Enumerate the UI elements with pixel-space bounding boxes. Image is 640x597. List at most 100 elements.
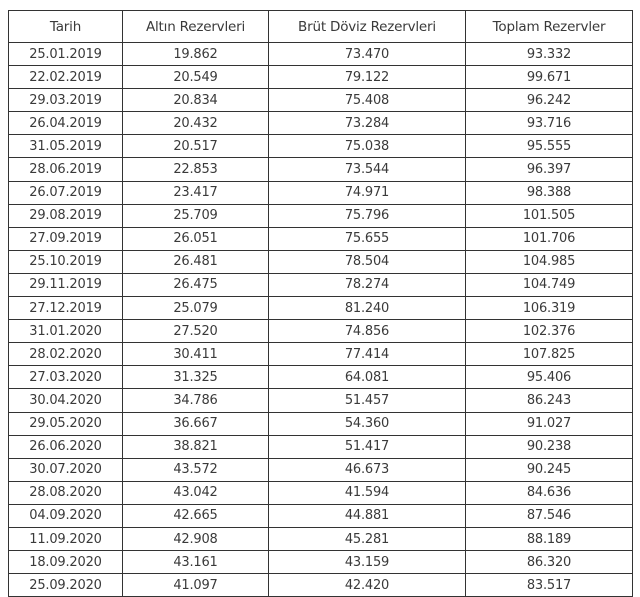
table-row: 26.04.2019 20.432 73.284 93.716 xyxy=(8,111,633,136)
cell-date: 28.08.2020 xyxy=(8,480,123,505)
table-row: 11.09.2020 42.908 45.281 88.189 xyxy=(8,526,633,552)
cell-gross-fx-reserves: 75.038 xyxy=(268,134,466,159)
cell-total-reserves: 101.706 xyxy=(465,226,633,251)
header-date: Tarih xyxy=(8,10,123,43)
cell-date: 18.09.2020 xyxy=(8,550,123,575)
table-row: 29.03.2019 20.834 75.408 96.242 xyxy=(8,88,633,113)
cell-gross-fx-reserves: 46.673 xyxy=(268,457,466,482)
cell-gold-reserves: 25.079 xyxy=(122,296,269,321)
cell-gross-fx-reserves: 81.240 xyxy=(268,296,466,321)
cell-total-reserves: 104.749 xyxy=(465,272,633,298)
cell-date: 26.07.2019 xyxy=(8,180,123,205)
cell-gross-fx-reserves: 73.544 xyxy=(268,157,466,182)
cell-gross-fx-reserves: 42.420 xyxy=(268,573,466,597)
cell-gross-fx-reserves: 73.470 xyxy=(268,41,466,67)
cell-gross-fx-reserves: 78.274 xyxy=(268,272,466,298)
table-row: 27.09.2019 26.051 75.655 101.706 xyxy=(8,226,633,251)
cell-gold-reserves: 27.520 xyxy=(122,319,269,344)
header-row: Tarih Altın Rezervleri Brüt Döviz Rezerv… xyxy=(8,10,633,43)
cell-total-reserves: 96.242 xyxy=(465,88,633,113)
cell-gross-fx-reserves: 44.881 xyxy=(268,503,466,528)
cell-gold-reserves: 43.161 xyxy=(122,550,269,575)
cell-gold-reserves: 43.042 xyxy=(122,480,269,505)
cell-date: 27.03.2020 xyxy=(8,365,123,390)
header-gross-fx-reserves: Brüt Döviz Rezervleri xyxy=(268,10,466,43)
cell-total-reserves: 84.636 xyxy=(465,480,633,505)
table-row: 28.06.2019 22.853 73.544 96.397 xyxy=(8,157,633,182)
table-row: 28.08.2020 43.042 41.594 84.636 xyxy=(8,480,633,505)
cell-date: 28.06.2019 xyxy=(8,157,123,182)
table-row: 25.10.2019 26.481 78.504 104.985 xyxy=(8,249,633,274)
cell-gross-fx-reserves: 75.655 xyxy=(268,226,466,251)
table-body: 25.01.2019 19.862 73.470 93.332 22.02.2019 20… xyxy=(8,41,633,597)
table-row: 30.07.2020 43.572 46.673 90.245 xyxy=(8,457,633,482)
header-total-reserves: Toplam Rezervler xyxy=(465,10,633,43)
cell-gold-reserves: 34.786 xyxy=(122,388,269,413)
cell-total-reserves: 83.517 xyxy=(465,573,633,597)
cell-date: 25.10.2019 xyxy=(8,249,123,274)
cell-date: 26.04.2019 xyxy=(8,111,123,136)
cell-gross-fx-reserves: 77.414 xyxy=(268,342,466,367)
table-row: 04.09.2020 42.665 44.881 87.546 xyxy=(8,503,633,528)
cell-gross-fx-reserves: 43.159 xyxy=(268,550,466,575)
cell-total-reserves: 101.505 xyxy=(465,203,633,228)
cell-gold-reserves: 42.665 xyxy=(122,503,269,528)
table-row: 29.05.2020 36.667 54.360 91.027 xyxy=(8,411,633,436)
table-row: 27.12.2019 25.079 81.240 106.319 xyxy=(8,296,633,321)
cell-gold-reserves: 42.908 xyxy=(122,526,269,552)
cell-gross-fx-reserves: 75.408 xyxy=(268,88,466,113)
cell-gross-fx-reserves: 51.417 xyxy=(268,434,466,459)
cell-gross-fx-reserves: 54.360 xyxy=(268,411,466,436)
table-row: 29.11.2019 26.475 78.274 104.749 xyxy=(8,272,633,298)
cell-date: 31.05.2019 xyxy=(8,134,123,159)
cell-gross-fx-reserves: 73.284 xyxy=(268,111,466,136)
table-row: 31.01.2020 27.520 74.856 102.376 xyxy=(8,319,633,344)
cell-gross-fx-reserves: 74.971 xyxy=(268,180,466,205)
cell-gold-reserves: 43.572 xyxy=(122,457,269,482)
cell-date: 25.01.2019 xyxy=(8,41,123,67)
table-row: 26.06.2020 38.821 51.417 90.238 xyxy=(8,434,633,459)
cell-date: 30.07.2020 xyxy=(8,457,123,482)
cell-date: 29.11.2019 xyxy=(8,272,123,298)
table-row: 26.07.2019 23.417 74.971 98.388 xyxy=(8,180,633,205)
cell-date: 29.08.2019 xyxy=(8,203,123,228)
reserves-table: Tarih Altın Rezervleri Brüt Döviz Rezerv… xyxy=(8,10,633,597)
cell-gold-reserves: 22.853 xyxy=(122,157,269,182)
cell-gold-reserves: 23.417 xyxy=(122,180,269,205)
cell-date: 22.02.2019 xyxy=(8,65,123,90)
cell-total-reserves: 90.238 xyxy=(465,434,633,459)
cell-date: 27.09.2019 xyxy=(8,226,123,251)
table-row: 27.03.2020 31.325 64.081 95.406 xyxy=(8,365,633,390)
cell-total-reserves: 91.027 xyxy=(465,411,633,436)
cell-gold-reserves: 41.097 xyxy=(122,573,269,597)
cell-gold-reserves: 31.325 xyxy=(122,365,269,390)
cell-gold-reserves: 25.709 xyxy=(122,203,269,228)
cell-gross-fx-reserves: 78.504 xyxy=(268,249,466,274)
cell-total-reserves: 86.243 xyxy=(465,388,633,413)
cell-total-reserves: 98.388 xyxy=(465,180,633,205)
cell-date: 11.09.2020 xyxy=(8,526,123,552)
table-row: 30.04.2020 34.786 51.457 86.243 xyxy=(8,388,633,413)
cell-gross-fx-reserves: 41.594 xyxy=(268,480,466,505)
cell-gross-fx-reserves: 74.856 xyxy=(268,319,466,344)
cell-gross-fx-reserves: 79.122 xyxy=(268,65,466,90)
cell-total-reserves: 95.555 xyxy=(465,134,633,159)
cell-total-reserves: 95.406 xyxy=(465,365,633,390)
cell-total-reserves: 106.319 xyxy=(465,296,633,321)
cell-gold-reserves: 20.549 xyxy=(122,65,269,90)
cell-date: 27.12.2019 xyxy=(8,296,123,321)
table-row: 31.05.2019 20.517 75.038 95.555 xyxy=(8,134,633,159)
cell-gross-fx-reserves: 51.457 xyxy=(268,388,466,413)
cell-date: 29.05.2020 xyxy=(8,411,123,436)
cell-gold-reserves: 26.051 xyxy=(122,226,269,251)
cell-gold-reserves: 38.821 xyxy=(122,434,269,459)
cell-gold-reserves: 20.517 xyxy=(122,134,269,159)
cell-date: 28.02.2020 xyxy=(8,342,123,367)
cell-gold-reserves: 20.432 xyxy=(122,111,269,136)
cell-gold-reserves: 36.667 xyxy=(122,411,269,436)
cell-gross-fx-reserves: 75.796 xyxy=(268,203,466,228)
cell-gross-fx-reserves: 64.081 xyxy=(268,365,466,390)
table-row: 29.08.2019 25.709 75.796 101.505 xyxy=(8,203,633,228)
cell-total-reserves: 86.320 xyxy=(465,550,633,575)
cell-total-reserves: 99.671 xyxy=(465,65,633,90)
